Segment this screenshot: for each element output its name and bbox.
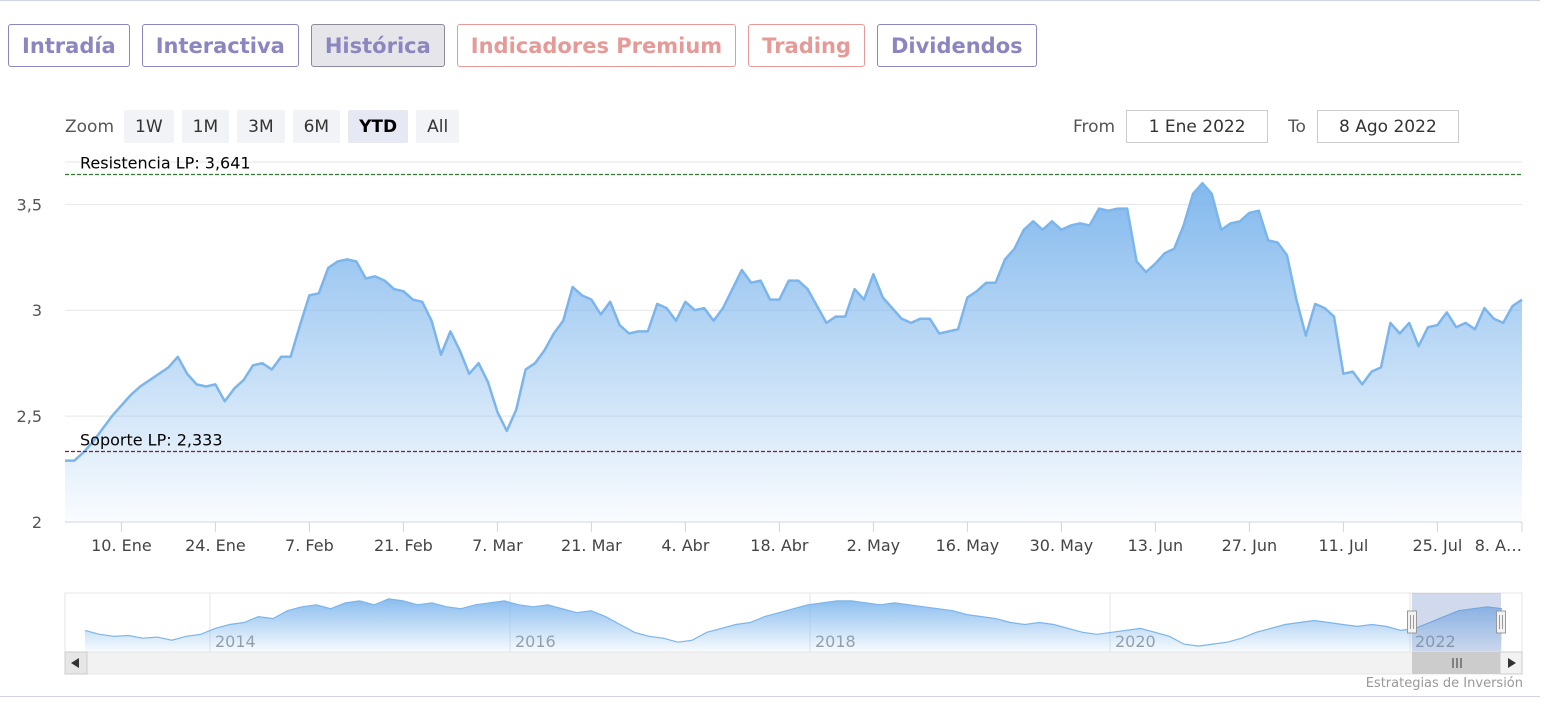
- zoom-3m-button[interactable]: 3M: [237, 110, 285, 143]
- level-label: Soporte LP: 2,333: [80, 430, 223, 449]
- navigator-area: [85, 598, 1502, 652]
- navigator-line: [84, 598, 1503, 647]
- credit-text: Estrategias de Inversión: [1365, 676, 1523, 691]
- zoom-ytd-button[interactable]: YTD: [348, 110, 409, 143]
- bottom-border: [0, 696, 1540, 697]
- from-date-input[interactable]: 1 Ene 2022: [1126, 110, 1269, 143]
- navigator-handle[interactable]: [1407, 610, 1417, 634]
- x-tick-label: 11. Jul: [1318, 536, 1368, 555]
- right-arrow-icon: [1508, 658, 1516, 668]
- x-tick-label: 25. Jul: [1412, 536, 1462, 555]
- range-from: From 1 Ene 2022: [1073, 110, 1269, 143]
- zoom-1w-button[interactable]: 1W: [124, 110, 174, 143]
- zoom-bar: Zoom 1W 1M 3M 6M YTD All: [65, 110, 460, 143]
- x-tick-label: 21. Feb: [374, 536, 433, 555]
- x-tick-label: 30. May: [1030, 536, 1094, 555]
- navigator-handle[interactable]: [1496, 610, 1506, 634]
- x-tick-label: 16. May: [936, 536, 1000, 555]
- x-tick-label: 2. May: [847, 536, 900, 555]
- y-tick-label: 2,5: [17, 407, 42, 426]
- price-area: [65, 183, 1522, 522]
- y-tick-label: 2: [32, 513, 42, 532]
- navigator-selection[interactable]: [1412, 593, 1501, 652]
- x-tick-label: 7. Mar: [472, 536, 523, 555]
- x-tick-label: 21. Mar: [561, 536, 622, 555]
- zoom-all-button[interactable]: All: [416, 110, 460, 143]
- x-tick-label: 8. A…: [1475, 536, 1522, 555]
- tab-indicadores-premium[interactable]: Indicadores Premium: [456, 24, 737, 67]
- top-border: [0, 0, 1540, 1]
- x-tick-label: 18. Abr: [750, 536, 809, 555]
- left-arrow-icon: [71, 658, 79, 668]
- x-tick-label: 4. Abr: [661, 536, 709, 555]
- y-tick-label: 3,5: [17, 195, 42, 214]
- zoom-label: Zoom: [65, 116, 115, 137]
- zoom-1m-button[interactable]: 1M: [181, 110, 230, 143]
- to-label: To: [1288, 116, 1306, 137]
- to-date-input[interactable]: 8 Ago 2022: [1316, 110, 1459, 143]
- range-to: To 8 Ago 2022: [1288, 110, 1459, 143]
- x-tick-label: 13. Jun: [1128, 536, 1184, 555]
- x-tick-label: 10. Ene: [91, 536, 152, 555]
- tab-bar: Intradía Interactiva Histórica Indicador…: [8, 24, 1037, 67]
- zoom-6m-button[interactable]: 6M: [292, 110, 341, 143]
- x-tick-label: 27. Jun: [1222, 536, 1278, 555]
- tab-dividendos[interactable]: Dividendos: [876, 24, 1037, 67]
- tab-historica[interactable]: Histórica: [310, 24, 445, 67]
- x-tick-label: 24. Ene: [185, 536, 246, 555]
- scrollbar-track[interactable]: [64, 651, 1523, 675]
- from-label: From: [1073, 116, 1116, 137]
- price-line: [65, 181, 1523, 462]
- y-tick-label: 3: [32, 301, 42, 320]
- level-label: Resistencia LP: 3,641: [80, 153, 251, 172]
- tab-trading[interactable]: Trading: [748, 24, 865, 67]
- tab-intradia[interactable]: Intradía: [8, 24, 130, 67]
- tab-interactiva[interactable]: Interactiva: [141, 24, 299, 67]
- x-tick-label: 7. Feb: [285, 536, 334, 555]
